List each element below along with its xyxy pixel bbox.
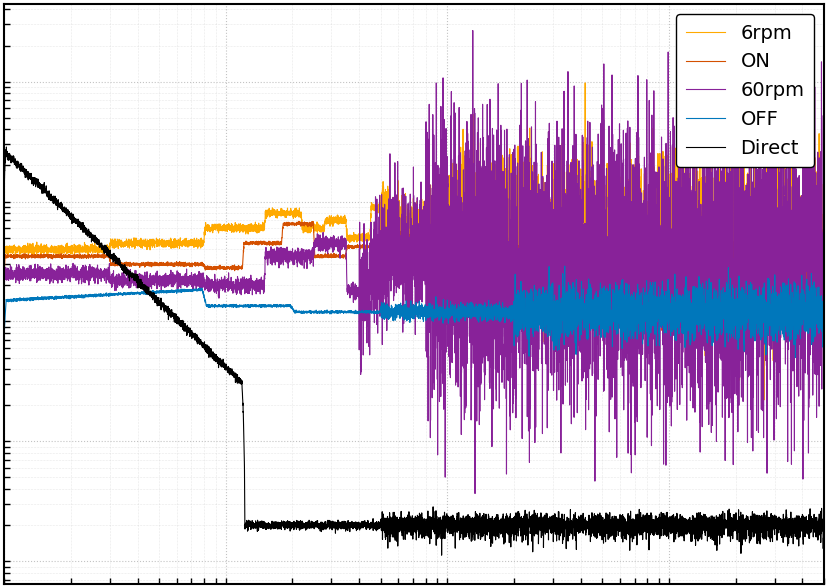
60rpm — [41, 275, 50, 282]
6rpm — [758, 396, 768, 403]
ON — [818, 304, 827, 311]
60rpm — [484, 272, 494, 279]
6rpm — [295, 210, 305, 217]
6rpm — [41, 244, 50, 251]
Direct — [650, 522, 660, 529]
Direct — [519, 523, 529, 530]
Direct — [296, 521, 306, 528]
6rpm — [818, 218, 827, 225]
ON — [519, 287, 529, 294]
6rpm — [0, 283, 9, 290]
Line: 6rpm: 6rpm — [4, 83, 823, 400]
6rpm — [484, 333, 494, 340]
Line: OFF: OFF — [4, 266, 823, 358]
Direct — [41, 188, 50, 195]
OFF — [484, 308, 494, 315]
Legend: 6rpm, ON, 60rpm, OFF, Direct: 6rpm, ON, 60rpm, OFF, Direct — [676, 14, 813, 167]
ON — [606, 295, 616, 302]
Line: Direct: Direct — [4, 147, 823, 557]
ON — [0, 285, 9, 292]
OFF — [295, 308, 305, 315]
ON — [709, 339, 719, 346]
60rpm — [470, 490, 480, 497]
OFF — [606, 325, 616, 332]
60rpm — [650, 231, 660, 238]
ON — [484, 252, 494, 259]
Direct — [484, 527, 494, 534]
ON — [650, 290, 660, 297]
60rpm — [519, 205, 529, 212]
OFF — [790, 354, 800, 361]
6rpm — [650, 245, 660, 252]
Direct — [606, 523, 616, 530]
60rpm — [606, 71, 616, 78]
60rpm — [818, 348, 827, 355]
ON — [41, 253, 50, 260]
OFF — [0, 333, 9, 340]
OFF — [41, 295, 50, 302]
60rpm — [467, 27, 477, 34]
Direct — [0, 185, 9, 192]
6rpm — [580, 79, 590, 86]
OFF — [818, 350, 827, 358]
Direct — [818, 554, 827, 561]
6rpm — [606, 222, 616, 229]
Line: ON: ON — [4, 190, 823, 343]
6rpm — [519, 279, 529, 286]
Direct — [2, 143, 12, 151]
OFF — [519, 316, 529, 323]
60rpm — [295, 249, 305, 256]
Direct — [818, 551, 827, 558]
OFF — [650, 315, 660, 322]
Line: 60rpm: 60rpm — [4, 31, 823, 493]
ON — [295, 221, 305, 228]
ON — [584, 186, 594, 193]
60rpm — [0, 312, 9, 319]
OFF — [559, 263, 569, 270]
